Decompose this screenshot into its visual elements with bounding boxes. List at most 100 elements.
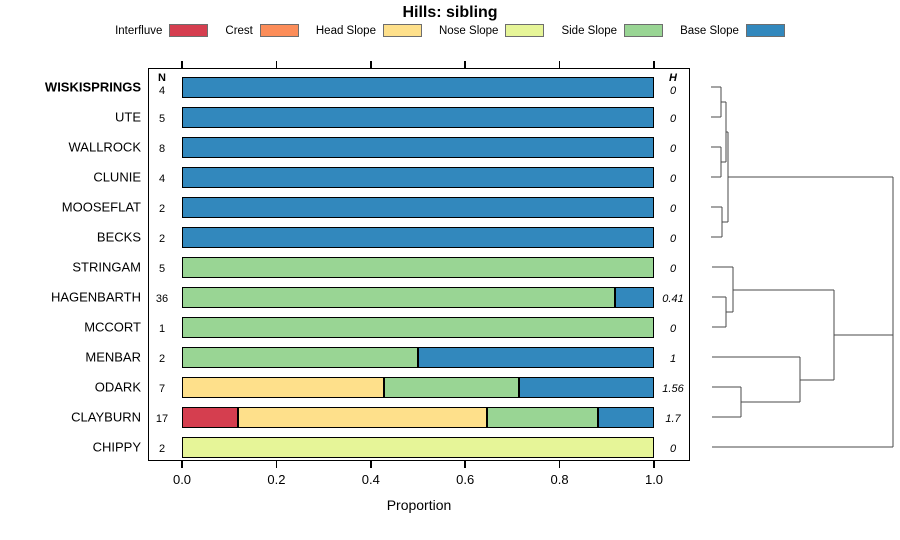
n-value-stringam: 5 <box>158 263 166 275</box>
x-axis-label: Proportion <box>386 497 452 513</box>
bar-clunie <box>182 166 654 188</box>
x-tick-label: 0.0 <box>172 472 192 487</box>
bar-odark <box>182 376 654 398</box>
row-label-becks: BECKS <box>96 229 141 245</box>
bar-segment-base-slope <box>598 406 654 428</box>
h-value-ute: 0 <box>669 113 677 125</box>
bar-stringam <box>182 256 654 278</box>
h-value-clunie: 0 <box>669 173 677 185</box>
legend-item-label: Head Slope <box>315 24 376 37</box>
bar-segment-nose-slope <box>182 436 654 458</box>
legend-item: Base Slope <box>680 24 785 37</box>
x-tick-bottom <box>181 461 183 468</box>
legend-item: Head Slope <box>316 24 422 37</box>
legend-item-label: Interfluve <box>115 24 163 37</box>
bar-segment-base-slope <box>418 346 654 368</box>
bar-segment-base-slope <box>182 226 654 248</box>
x-tick-label: 0.4 <box>361 472 380 487</box>
row-label-wiskisprings: WISKISPRINGS <box>44 79 141 95</box>
h-value-odark: 1.56 <box>662 383 684 395</box>
h-value-menbar: 1 <box>669 353 677 365</box>
h-column-header: H <box>669 72 677 84</box>
n-value-ute: 5 <box>158 113 166 125</box>
x-tick-bottom <box>370 461 372 468</box>
h-value-stringam: 0 <box>669 263 677 275</box>
legend-swatch-interfluve <box>169 24 209 37</box>
bar-segment-interfluve <box>182 406 238 428</box>
bar-clayburn <box>182 406 654 428</box>
legend-item: Crest <box>225 24 299 37</box>
x-tick-top <box>558 61 561 68</box>
bar-segment-base-slope <box>614 286 654 308</box>
bar-segment-base-slope <box>182 196 654 218</box>
x-tick-label: 0.8 <box>550 472 569 487</box>
legend-swatch-nose-slope <box>505 24 545 37</box>
x-tick-bottom <box>464 461 466 468</box>
bar-segment-base-slope <box>182 136 654 158</box>
x-tick-top <box>653 61 655 68</box>
legend-item: Interfluve <box>115 24 209 37</box>
h-value-hagenbarth: 0.41 <box>662 293 684 305</box>
row-label-stringam: STRINGAM <box>72 259 141 275</box>
n-value-clunie: 4 <box>158 173 166 185</box>
x-tick-bottom <box>558 461 561 468</box>
legend-swatch-crest <box>259 24 299 37</box>
row-label-clayburn: CLAYBURN <box>71 409 141 425</box>
legend-item-label: Nose Slope <box>438 24 499 37</box>
n-value-mccort: 1 <box>158 323 166 335</box>
row-label-hagenbarth: HAGENBARTH <box>50 289 141 305</box>
h-value-clayburn: 1.7 <box>665 413 681 425</box>
h-value-wiskisprings: 0 <box>669 85 677 97</box>
legend-swatch-side-slope <box>624 24 664 37</box>
bar-segment-side-slope <box>182 286 615 308</box>
h-value-becks: 0 <box>669 233 677 245</box>
h-value-mooseflat: 0 <box>669 203 677 215</box>
n-value-wallrock: 8 <box>158 143 166 155</box>
legend-swatch-head-slope <box>382 24 422 37</box>
n-value-mooseflat: 2 <box>158 203 166 215</box>
n-value-hagenbarth: 36 <box>155 293 169 305</box>
x-tick-top <box>275 61 278 68</box>
n-value-menbar: 2 <box>158 353 166 365</box>
legend: Interfluve Crest Head Slope Nose Slope Side … <box>0 24 900 37</box>
x-tick-bottom <box>653 461 655 468</box>
bar-becks <box>182 226 654 248</box>
bar-segment-side-slope <box>182 256 654 278</box>
x-tick-bottom <box>275 461 278 468</box>
bar-mooseflat <box>182 196 654 218</box>
bar-segment-base-slope <box>182 76 654 98</box>
row-label-menbar: MENBAR <box>85 349 141 365</box>
row-label-odark: ODARK <box>94 379 141 395</box>
bar-segment-side-slope <box>182 346 418 368</box>
x-tick-label: 0.6 <box>456 472 475 487</box>
chart-title: Hills: sibling <box>402 4 498 21</box>
x-tick-top <box>181 61 183 68</box>
row-label-clunie: CLUNIE <box>93 169 141 185</box>
n-value-chippy: 2 <box>158 443 166 455</box>
bar-segment-base-slope <box>182 166 654 188</box>
n-value-odark: 7 <box>158 383 166 395</box>
x-tick-label: 1.0 <box>644 472 664 487</box>
bar-segment-side-slope <box>487 406 599 428</box>
bar-menbar <box>182 346 654 368</box>
bar-segment-side-slope <box>182 316 654 338</box>
h-value-wallrock: 0 <box>669 143 677 155</box>
x-tick-label: 0.2 <box>267 472 286 487</box>
n-value-clayburn: 17 <box>155 413 169 425</box>
legend-item-label: Base Slope <box>680 24 739 37</box>
row-label-wallrock: WALLROCK <box>68 139 141 155</box>
n-value-becks: 2 <box>158 233 166 245</box>
x-tick-top <box>370 61 372 68</box>
bar-chippy <box>182 436 654 458</box>
h-value-mccort: 0 <box>669 323 677 335</box>
legend-item: Nose Slope <box>438 24 545 37</box>
h-value-chippy: 0 <box>669 443 677 455</box>
bar-mccort <box>182 316 654 338</box>
row-label-mooseflat: MOOSEFLAT <box>61 199 141 215</box>
bar-ute <box>182 106 654 128</box>
bar-wallrock <box>182 136 654 158</box>
legend-item: Side Slope <box>561 24 664 37</box>
row-label-mccort: MCCORT <box>84 319 141 335</box>
x-tick-top <box>464 61 466 68</box>
